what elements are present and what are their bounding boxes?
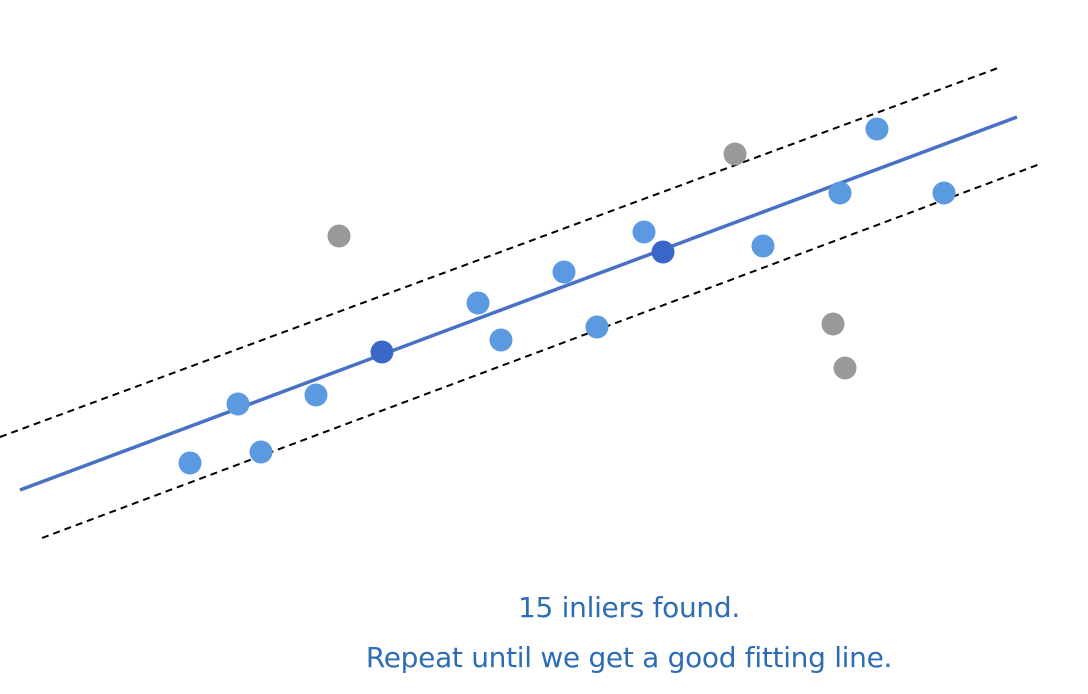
upper-threshold-line bbox=[0, 67, 999, 438]
sample-point bbox=[651, 240, 675, 264]
ransac-diagram bbox=[0, 67, 1041, 539]
inlier-point bbox=[249, 440, 273, 464]
inlier-point bbox=[865, 117, 889, 141]
inlier-point bbox=[226, 392, 250, 416]
inlier-point bbox=[466, 291, 490, 315]
inlier-point bbox=[585, 315, 609, 339]
outlier-point bbox=[833, 356, 857, 380]
inlier-point bbox=[178, 451, 202, 475]
outlier-point bbox=[723, 142, 747, 166]
inlier-point bbox=[632, 220, 656, 244]
inlier-point bbox=[751, 234, 775, 258]
caption-repeat-instruction: Repeat until we get a good fitting line. bbox=[365, 641, 893, 674]
data-points bbox=[178, 117, 956, 475]
inlier-point bbox=[828, 181, 852, 205]
inlier-point bbox=[932, 181, 956, 205]
fitted-line bbox=[19, 115, 1018, 492]
inlier-point bbox=[552, 260, 576, 284]
outlier-point bbox=[327, 224, 351, 248]
inlier-point bbox=[489, 328, 513, 352]
outlier-point bbox=[821, 312, 845, 336]
lower-threshold-line bbox=[41, 163, 1041, 539]
caption-inliers-found: 15 inliers found. bbox=[518, 591, 740, 624]
inlier-point bbox=[304, 383, 328, 407]
sample-point bbox=[370, 340, 394, 364]
